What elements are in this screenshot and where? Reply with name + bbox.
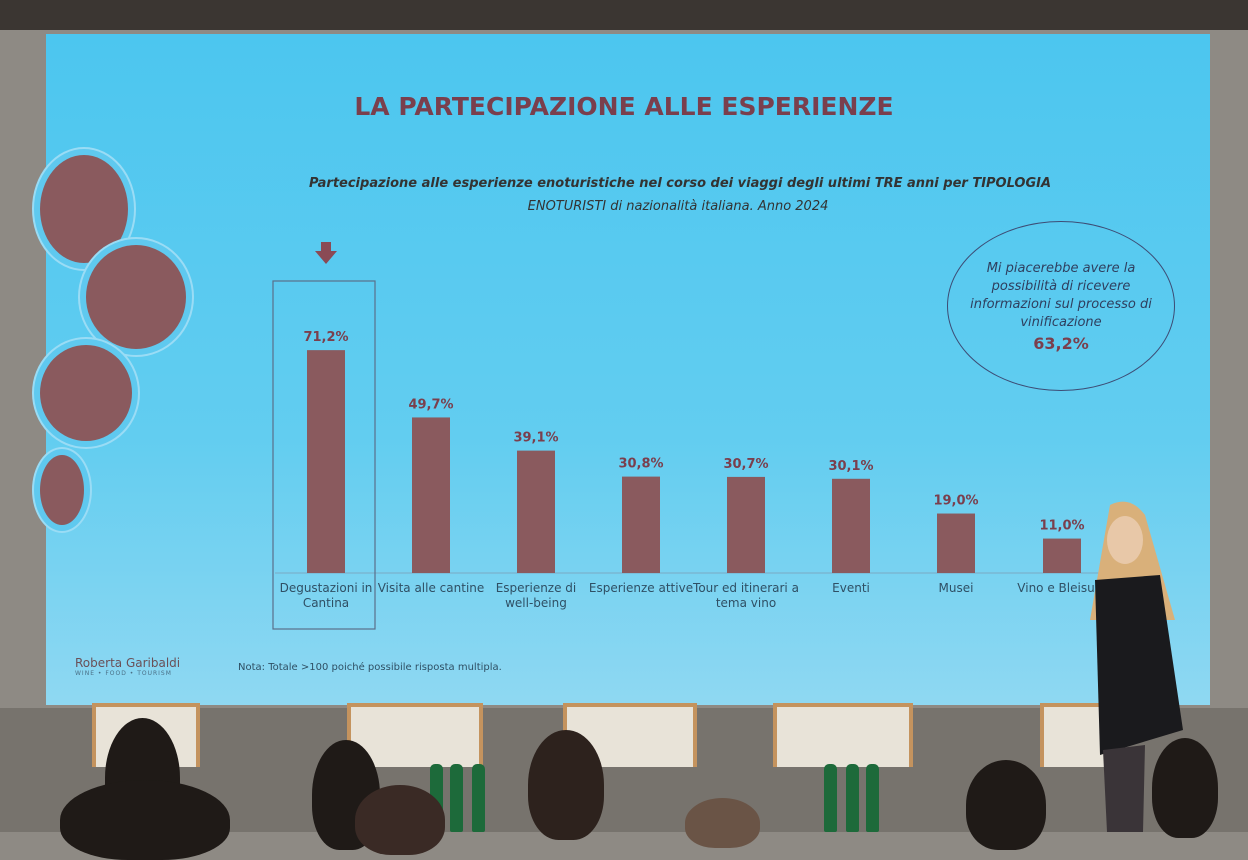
logo-text: Roberta Garibaldi — [75, 656, 181, 670]
category-label: Vino e Bleisu… — [1017, 581, 1107, 595]
bar — [307, 350, 345, 573]
bar — [517, 450, 555, 573]
audience-head — [966, 760, 1046, 850]
value-label: 19,0% — [933, 494, 978, 509]
water-bottle — [824, 764, 837, 832]
audience-head — [528, 730, 604, 840]
bar — [622, 476, 660, 573]
bar-chart: 71,2% 49,7% 39,1% 30,8% 30,7% 30,1% 19,0% 11,0% — [272, 242, 1100, 630]
audience-head — [685, 798, 760, 848]
bar — [937, 513, 975, 573]
chart-subtitle: Partecipazione alle esperienze enoturist… — [308, 176, 1052, 191]
category-label: Visita alle cantine — [377, 581, 485, 595]
value-label: 11,0% — [1039, 519, 1084, 534]
grape-decoration — [86, 245, 186, 349]
logo-tagline: WINE • FOOD • TOURISM — [75, 670, 172, 677]
grape-decoration — [40, 455, 84, 525]
callout-ellipse: Mi piacerebbe avere la possibilità di ri… — [947, 221, 1175, 391]
value-label: 39,1% — [513, 431, 558, 446]
callout-value: 63,2% — [1033, 334, 1089, 353]
grape-decoration — [40, 345, 132, 441]
category-label: Degustazioni in Cantina — [279, 581, 373, 610]
category-label: Esperienze di well-being — [495, 581, 577, 610]
category-label: Esperienze attive — [588, 581, 694, 595]
bar — [727, 476, 765, 573]
value-label: 30,8% — [618, 457, 663, 472]
category-label: Eventi — [832, 581, 870, 595]
value-label: 30,7% — [723, 457, 768, 472]
water-bottle — [846, 764, 859, 832]
category-label: Tour ed itinerari a tema vino — [693, 581, 799, 610]
value-label: 30,1% — [828, 459, 873, 474]
ceiling — [0, 0, 1248, 30]
logo: Roberta Garibaldi WINE • FOOD • TOURISM — [75, 656, 180, 677]
presenter — [1090, 501, 1183, 832]
audience-head — [60, 780, 230, 860]
chart-note: Nota: Totale >100 poiché possibile rispo… — [238, 662, 502, 673]
value-label: 49,7% — [408, 397, 453, 412]
highlight-box — [272, 280, 376, 630]
bar — [832, 478, 870, 573]
grape-decoration — [40, 155, 128, 263]
category-label: Musei — [938, 581, 974, 595]
bar — [412, 417, 450, 573]
value-label: 71,2% — [303, 330, 348, 345]
water-bottle — [472, 764, 485, 832]
chair — [773, 703, 913, 767]
chart-subtitle-2: ENOTURISTI di nazionalità italiana. Anno… — [527, 199, 829, 214]
arrow-down-icon — [315, 242, 337, 264]
bar — [1043, 538, 1081, 573]
slide-title: LA PARTECIPAZIONE ALLE ESPERIENZE — [354, 92, 894, 121]
audience-head — [1152, 738, 1218, 838]
water-bottle — [450, 764, 463, 832]
callout-text: Mi piacerebbe avere la possibilità di ri… — [970, 261, 1152, 330]
audience-head — [355, 785, 445, 855]
water-bottle — [866, 764, 879, 832]
